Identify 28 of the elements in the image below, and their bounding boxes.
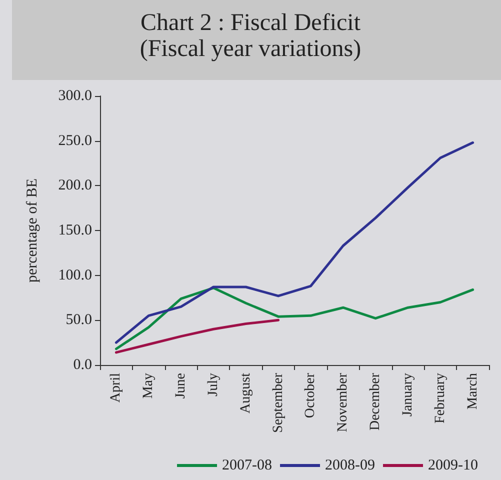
x-tick-label: May xyxy=(141,373,156,399)
x-tick-label: March xyxy=(465,373,480,410)
x-tick-label: December xyxy=(368,372,384,431)
line-series xyxy=(114,318,280,354)
legend-label: 2009-10 xyxy=(428,458,478,474)
line-series xyxy=(114,286,474,350)
line-series xyxy=(114,141,474,344)
y-axis-title: percentage of BE xyxy=(24,178,40,283)
x-tick-label: June xyxy=(174,373,189,399)
chart-title: Chart 2 : Fiscal Deficit xyxy=(140,10,361,36)
x-tick-label: September xyxy=(270,372,286,433)
y-tick-label: 100.0 xyxy=(58,267,92,284)
y-tick-label: 200.0 xyxy=(58,178,92,194)
y-tick-label: 50.0 xyxy=(66,312,92,328)
x-tick-label: November xyxy=(336,372,351,432)
y-tick-label: 300.0 xyxy=(58,88,92,104)
x-tick-label: January xyxy=(400,373,416,417)
x-tick-label: April xyxy=(108,372,124,403)
legend-label: 2008-09 xyxy=(325,458,376,474)
x-tick-label: July xyxy=(206,373,221,396)
x-tick-label: February xyxy=(432,373,448,424)
x-tick-label: October xyxy=(303,372,318,418)
y-tick-label: 250.0 xyxy=(58,132,92,149)
legend-label: 2007-08 xyxy=(222,458,272,474)
y-tick-label: 150.0 xyxy=(58,222,92,238)
x-tick-label: August xyxy=(238,372,254,414)
y-tick-label: 0.0 xyxy=(73,357,92,373)
chart-subtitle: (Fiscal year variations) xyxy=(140,36,362,62)
